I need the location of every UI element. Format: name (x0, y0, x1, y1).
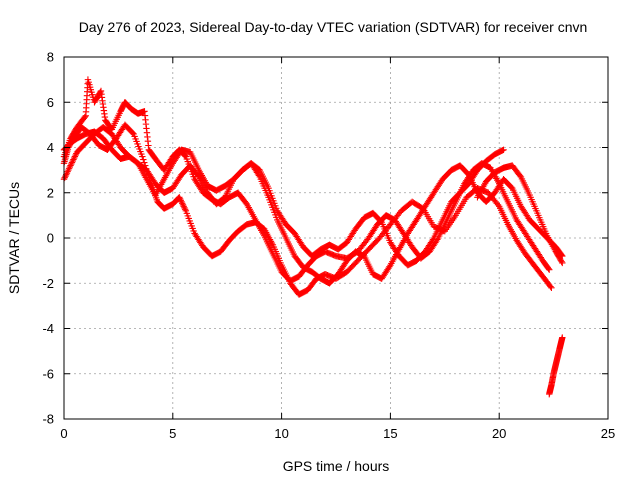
x-tick-label: 10 (274, 426, 288, 441)
grid-lines (64, 57, 608, 419)
y-tick-label: 8 (47, 50, 54, 65)
data-point (547, 283, 554, 290)
data-point (71, 153, 79, 160)
y-tick-label: 2 (47, 185, 54, 200)
data-point (70, 156, 77, 163)
data-point (65, 165, 73, 172)
data-point (559, 259, 566, 267)
data-point (178, 198, 185, 205)
data-point (545, 265, 552, 272)
data-point (180, 203, 187, 210)
data-point (377, 217, 384, 225)
data-point (72, 151, 79, 159)
x-tick-label: 20 (492, 426, 506, 441)
data-point (516, 172, 524, 179)
y-tick-label: 6 (47, 95, 54, 110)
data-point (68, 159, 76, 166)
y-tick-label: -6 (42, 366, 54, 381)
data-point (70, 154, 78, 162)
data-point (548, 284, 555, 291)
series-track-5 (474, 162, 566, 267)
data-point (67, 162, 74, 169)
data-point (179, 201, 187, 209)
x-tick-label: 15 (383, 426, 397, 441)
data-point (181, 204, 188, 212)
data-point (558, 258, 565, 265)
data-point (65, 166, 72, 174)
data-point (181, 206, 189, 213)
data-point (179, 200, 186, 207)
chart-title: Day 276 of 2023, Sidereal Day-to-day VTE… (79, 19, 588, 35)
data-point (68, 160, 75, 168)
data-points (60, 76, 566, 398)
data-point (559, 334, 566, 341)
x-tick-label: 25 (601, 426, 615, 441)
x-tick-label: 5 (169, 426, 176, 441)
data-point (177, 197, 184, 204)
data-point (66, 163, 74, 171)
y-tick-label: 0 (47, 231, 54, 246)
data-point (429, 236, 437, 243)
y-tick-label: -8 (42, 412, 54, 427)
y-tick-label: 4 (47, 140, 54, 155)
axis-ticks: 0 5 10 15 20 25 -8 -6 -4 -2 0 2 4 6 8 (42, 50, 615, 442)
y-tick-label: -2 (42, 276, 54, 291)
series-track-6 (546, 334, 566, 398)
y-axis-label: SDTVAR / TECUs (6, 182, 22, 294)
data-point (69, 157, 76, 165)
data-point (64, 168, 71, 175)
data-point (255, 172, 263, 179)
data-point (63, 169, 71, 177)
data-point (129, 129, 136, 137)
data-point (62, 172, 69, 180)
data-point (139, 153, 146, 160)
data-point (546, 266, 553, 273)
data-point (386, 263, 393, 270)
data-point (176, 195, 184, 202)
y-tick-label: -4 (42, 321, 54, 336)
data-point (61, 174, 68, 181)
data-point (81, 113, 88, 121)
x-tick-label: 0 (60, 426, 67, 441)
data-point (140, 156, 147, 163)
series-track-2 (60, 76, 553, 285)
data-point (500, 146, 507, 153)
series-track-4 (60, 128, 566, 287)
data-point (176, 194, 183, 201)
series-track-3 (60, 123, 507, 269)
x-axis-label: GPS time / hours (283, 458, 390, 474)
data-point (494, 201, 502, 209)
